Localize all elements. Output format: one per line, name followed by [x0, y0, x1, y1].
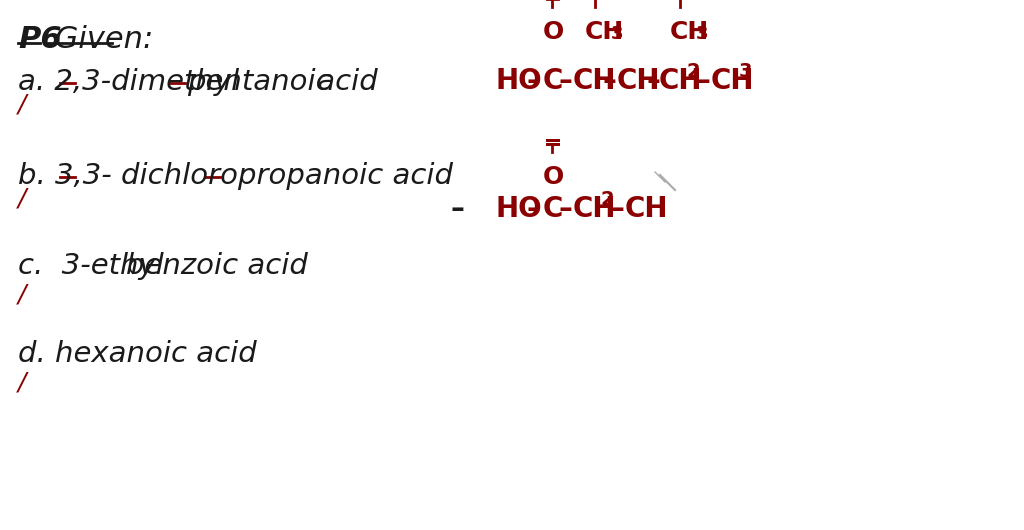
Text: P6: P6	[18, 25, 61, 54]
Text: pentanoic: pentanoic	[187, 68, 332, 96]
Text: –: –	[527, 195, 541, 223]
Text: b. 3,3- dichloropropanoic acid: b. 3,3- dichloropropanoic acid	[18, 162, 453, 190]
Text: CH: CH	[573, 195, 616, 223]
Text: d. hexanoic acid: d. hexanoic acid	[18, 340, 257, 368]
Text: CH: CH	[659, 67, 702, 95]
Text: –: –	[610, 195, 624, 223]
Text: 2: 2	[601, 190, 614, 209]
Text: C: C	[543, 67, 563, 95]
Text: –: –	[558, 195, 571, 223]
Text: /: /	[18, 370, 27, 394]
Text: CH: CH	[670, 20, 710, 44]
Text: CH: CH	[617, 67, 660, 95]
Text: CH: CH	[625, 195, 669, 223]
Text: –: –	[646, 67, 659, 95]
Text: –: –	[450, 195, 464, 223]
Text: 3: 3	[739, 62, 753, 81]
Text: HO: HO	[495, 67, 542, 95]
Text: O: O	[543, 165, 564, 189]
Text: /: /	[18, 187, 27, 211]
Text: CH: CH	[573, 67, 616, 95]
Text: C: C	[543, 195, 563, 223]
Text: 3: 3	[611, 25, 624, 43]
Text: a. 2,3-dimethyl: a. 2,3-dimethyl	[18, 68, 240, 96]
Text: CH: CH	[711, 67, 755, 95]
Text: 3: 3	[696, 25, 709, 43]
Text: CH: CH	[585, 20, 625, 44]
Text: acid: acid	[308, 68, 378, 96]
Text: –: –	[527, 67, 541, 95]
Text: c.  3-ethyl: c. 3-ethyl	[18, 252, 164, 280]
Text: 2: 2	[687, 62, 700, 81]
Text: O: O	[543, 20, 564, 44]
Text: –: –	[696, 67, 710, 95]
Text: benzoic acid: benzoic acid	[126, 252, 308, 280]
Text: –: –	[602, 67, 615, 95]
Text: /: /	[18, 92, 27, 116]
Text: Given:: Given:	[45, 25, 154, 54]
Text: HO: HO	[495, 195, 542, 223]
Text: –: –	[558, 67, 571, 95]
Text: /: /	[18, 282, 27, 306]
